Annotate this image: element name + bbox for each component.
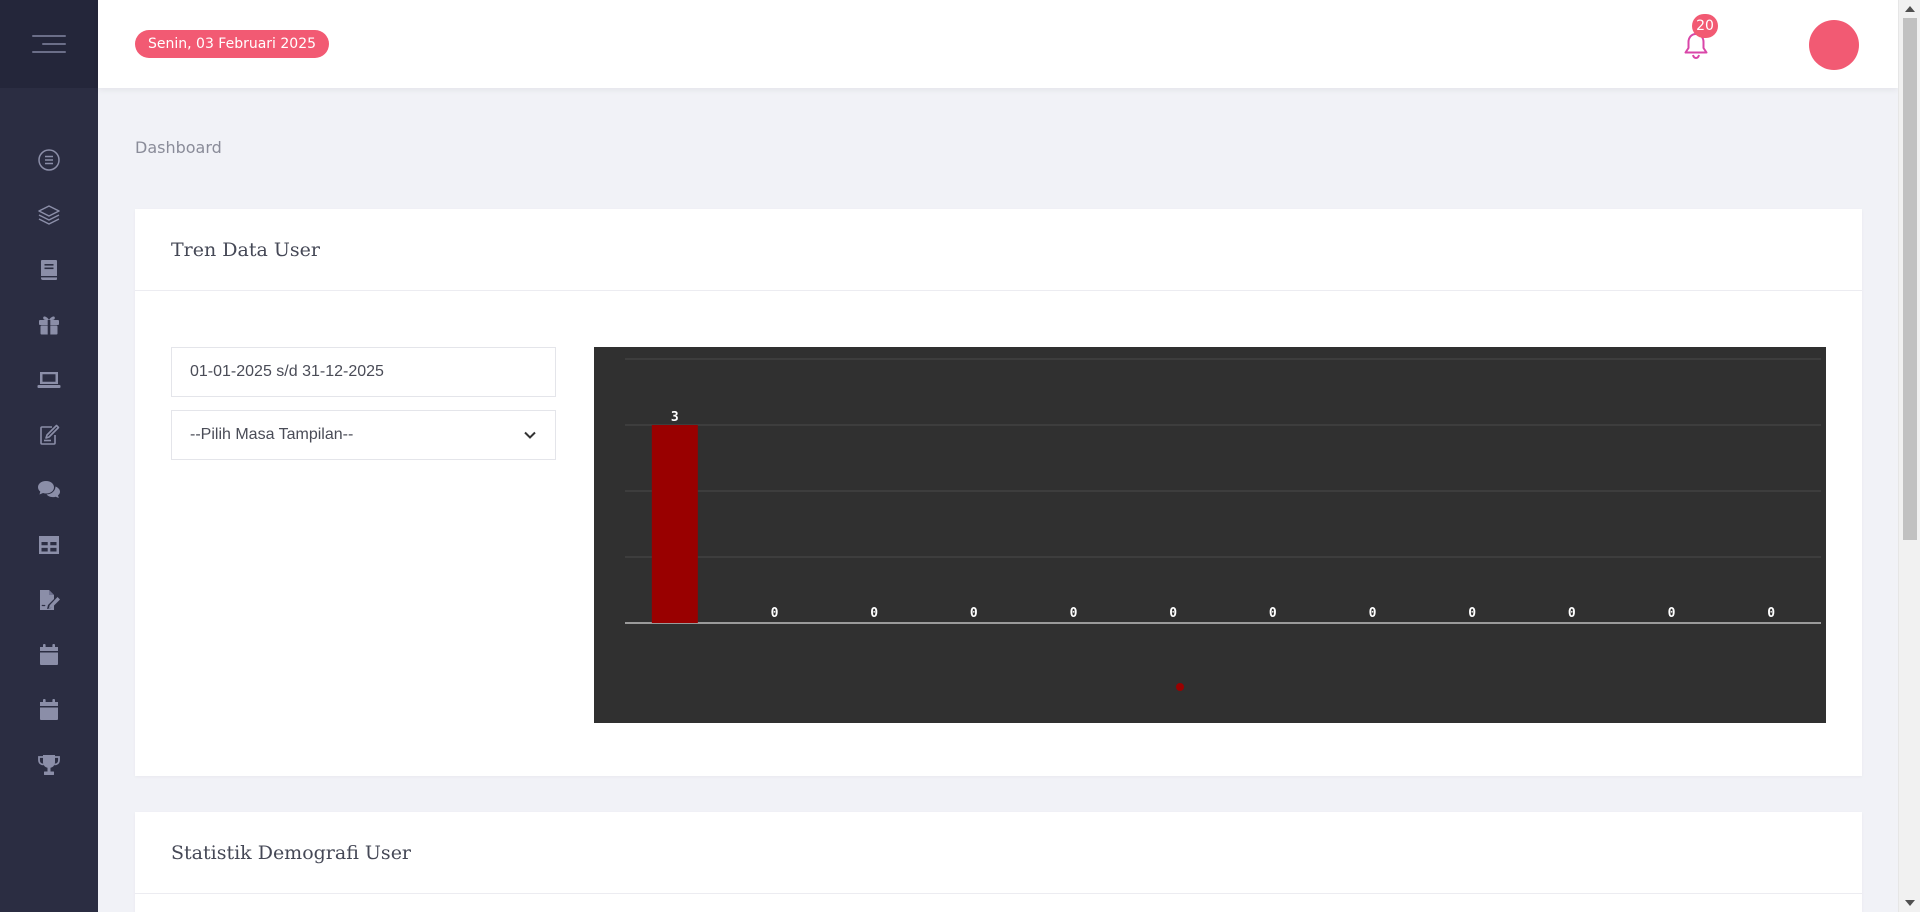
scroll-down-arrow-icon[interactable] <box>1905 900 1915 906</box>
sidebar-item-trophy[interactable] <box>0 737 98 792</box>
date-range-input[interactable] <box>171 347 556 397</box>
user-trend-chart: 3 0 0 0 0 0 0 0 0 0 0 0 <box>594 347 1826 723</box>
chart-data-label: 0 <box>870 606 878 621</box>
chart-bar <box>651 425 698 623</box>
chart-data-label: 0 <box>1169 606 1177 621</box>
page-title: Dashboard <box>135 138 222 157</box>
chart-data-label: 0 <box>1668 606 1676 621</box>
sidebar-nav <box>0 132 98 792</box>
date-badge: Senin, 03 Februari 2025 <box>135 30 330 58</box>
calendar-icon <box>40 643 58 665</box>
display-period-select-value: --Pilih Masa Tampilan-- <box>190 426 354 443</box>
chart-data-label: 0 <box>1070 606 1078 621</box>
sidebar <box>0 0 98 912</box>
chart-data-label: 0 <box>1369 606 1377 621</box>
book-icon <box>41 259 57 280</box>
scroll-thumb[interactable] <box>1903 18 1917 540</box>
page-scrollbar[interactable] <box>1898 0 1920 912</box>
card-title: Tren Data User <box>135 209 1862 291</box>
sidebar-item-comments[interactable] <box>0 462 98 517</box>
trophy-icon <box>38 754 60 775</box>
list-circle-icon <box>38 148 60 171</box>
notification-count-badge: 20 <box>1692 14 1718 38</box>
chevron-down-icon <box>524 431 536 439</box>
sidebar-item-list[interactable] <box>0 132 98 187</box>
layers-icon <box>38 204 60 225</box>
chart-data-label: 0 <box>771 606 779 621</box>
chart-data-label: 0 <box>970 606 978 621</box>
top-bar: Senin, 03 Februari 2025 20 <box>98 0 1898 88</box>
chart-legend-marker <box>1176 683 1184 691</box>
user-trend-chart-svg: 3 0 0 0 0 0 0 0 0 0 0 0 <box>625 358 1821 691</box>
table-icon <box>39 535 59 554</box>
user-avatar[interactable] <box>1809 20 1859 70</box>
file-signature-icon <box>40 589 60 610</box>
sidebar-item-gift[interactable] <box>0 297 98 352</box>
user-demographics-card: Statistik Demografi User <box>135 812 1862 912</box>
calendar-alt-icon <box>40 698 58 720</box>
sidebar-item-edit[interactable] <box>0 407 98 462</box>
hamburger-menu-icon[interactable] <box>32 33 66 55</box>
sidebar-item-calendar-alt[interactable] <box>0 682 98 737</box>
sidebar-item-layers[interactable] <box>0 187 98 242</box>
laptop-icon <box>37 371 61 388</box>
sidebar-header <box>0 0 98 88</box>
sidebar-item-book[interactable] <box>0 242 98 297</box>
chart-data-label: 0 <box>1767 606 1775 621</box>
sidebar-item-laptop[interactable] <box>0 352 98 407</box>
sidebar-item-calendar[interactable] <box>0 627 98 682</box>
chart-data-label: 0 <box>1269 606 1277 621</box>
chart-data-label: 3 <box>671 410 679 425</box>
display-period-select[interactable]: --Pilih Masa Tampilan-- <box>171 410 556 460</box>
chart-data-label: 0 <box>1468 606 1476 621</box>
card-title: Statistik Demografi User <box>135 812 1862 894</box>
chart-data-label: 0 <box>1568 606 1576 621</box>
sidebar-item-file-signature[interactable] <box>0 572 98 627</box>
scroll-up-arrow-icon[interactable] <box>1905 6 1915 12</box>
sidebar-item-table[interactable] <box>0 517 98 572</box>
comments-icon <box>38 480 60 498</box>
edit-icon <box>40 424 60 445</box>
gift-icon <box>39 316 59 334</box>
user-trend-card: Tren Data User --Pilih Masa Tampilan-- 3… <box>135 209 1862 776</box>
